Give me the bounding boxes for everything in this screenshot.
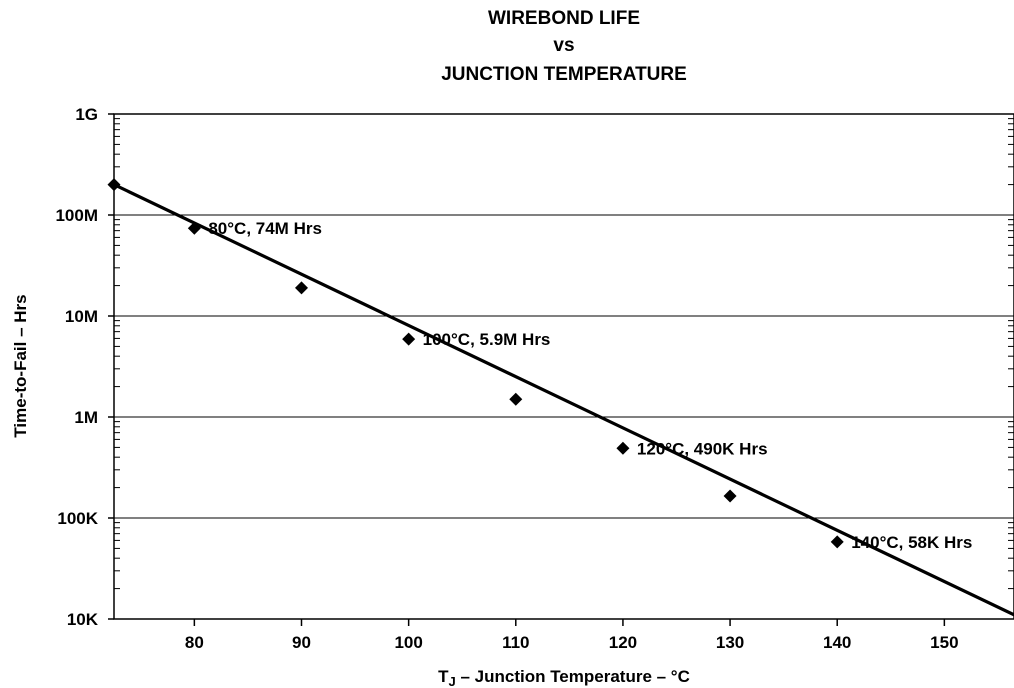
annotations: 80°C, 74M Hrs 100°C, 5.9M Hrs 120°C, 490K … [208, 219, 972, 552]
data-markers [107, 178, 844, 549]
x-axis-label: TJ – Junction Temperature – °C [438, 667, 690, 688]
x-tick-label-3: 110 [502, 633, 529, 652]
chart-title: WIREBOND LIFE vs JUNCTION TEMPERATURE [441, 8, 687, 85]
data-point-2 [295, 281, 308, 295]
y-tick-label-1: 100K [57, 509, 98, 528]
annotation-label-0: 80°C, 74M Hrs [208, 219, 322, 238]
data-point-7 [830, 535, 844, 549]
x-axis-ticks: 80 90 100 110 120 130 140 150 [185, 619, 959, 652]
data-point-1 [187, 221, 201, 235]
y-tick-label-0: 10K [67, 610, 99, 629]
x-tick-label-5: 130 [716, 633, 744, 652]
y-axis-ticks: 10K 100K 1M 10M 100M 1G [55, 105, 114, 629]
gridlines [114, 214, 1014, 519]
x-tick-label-7: 150 [930, 633, 958, 652]
x-axis-label-rest: – Junction Temperature – °C [456, 667, 690, 686]
chart-title-line-2: vs [553, 35, 574, 56]
y-tick-label-5: 1G [75, 105, 98, 124]
data-point-3 [402, 332, 416, 346]
data-point-4 [509, 392, 523, 406]
x-axis-label-subscript: J [449, 674, 456, 688]
chart-title-line-3: JUNCTION TEMPERATURE [441, 64, 687, 85]
y-axis-label: Time-to-Fail – Hrs [11, 294, 30, 437]
plot-area-frame [113, 113, 1014, 620]
x-tick-label-2: 100 [394, 633, 422, 652]
x-tick-label-4: 120 [609, 633, 637, 652]
annotation-label-3: 140°C, 58K Hrs [851, 533, 972, 552]
data-point-5 [616, 441, 630, 455]
minor-ticks [114, 118, 1014, 590]
chart-title-line-1: WIREBOND LIFE [488, 8, 640, 29]
x-tick-label-1: 90 [292, 633, 311, 652]
y-tick-label-4: 100M [55, 206, 98, 225]
data-point-6 [723, 489, 737, 503]
annotation-label-2: 120°C, 490K Hrs [637, 439, 768, 458]
y-tick-label-2: 1M [74, 408, 98, 427]
annotation-label-1: 100°C, 5.9M Hrs [423, 330, 551, 349]
x-tick-label-0: 80 [185, 633, 204, 652]
y-tick-label-3: 10M [65, 307, 98, 326]
data-point-0 [107, 178, 121, 192]
x-axis-label-prefix: T [438, 667, 449, 686]
x-tick-label-6: 140 [823, 633, 851, 652]
series-line [113, 183, 1014, 617]
